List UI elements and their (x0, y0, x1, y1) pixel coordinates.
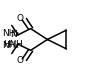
Text: HN: HN (3, 40, 17, 49)
Text: H: H (15, 40, 21, 49)
Text: O: O (16, 56, 23, 65)
Text: NH₂: NH₂ (2, 29, 19, 38)
Text: N: N (10, 30, 17, 39)
Text: O: O (16, 14, 23, 23)
Text: NH₂: NH₂ (2, 41, 19, 50)
